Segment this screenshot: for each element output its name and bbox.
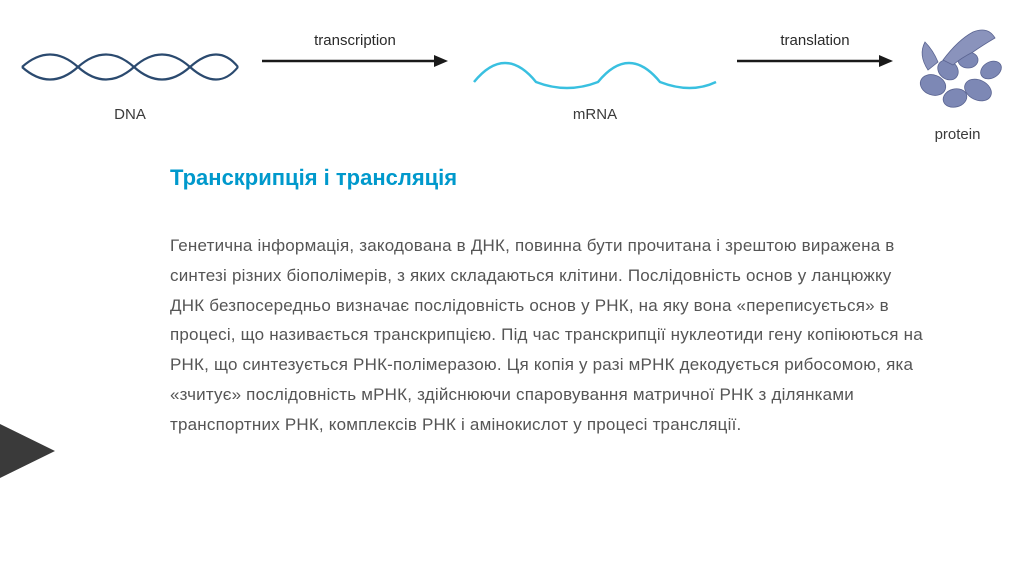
protein-label: protein [900,126,1015,143]
central-dogma-diagram: DNA transcription mRNA translation [0,20,1024,150]
slide-decoration-icon [0,406,80,496]
slide-title: Транскрипція і трансляція [170,165,930,191]
text-content: Транскрипція і трансляція Генетична інфо… [170,165,930,439]
transcription-arrow: transcription [260,32,450,76]
mrna-label: mRNA [470,106,720,123]
dna-molecule: DNA [20,40,240,123]
protein-icon [903,20,1013,115]
transcription-label: transcription [260,32,450,49]
translation-label: translation [735,32,895,49]
dna-icon [20,40,240,95]
mrna-molecule: mRNA [470,40,720,123]
dna-label: DNA [20,106,240,123]
protein-molecule: protein [900,20,1015,143]
arrow-icon [735,51,895,71]
arrow-icon [260,51,450,71]
slide-body: Генетична інформація, закодована в ДНК, … [170,231,930,439]
translation-arrow: translation [735,32,895,76]
mrna-icon [470,40,720,95]
